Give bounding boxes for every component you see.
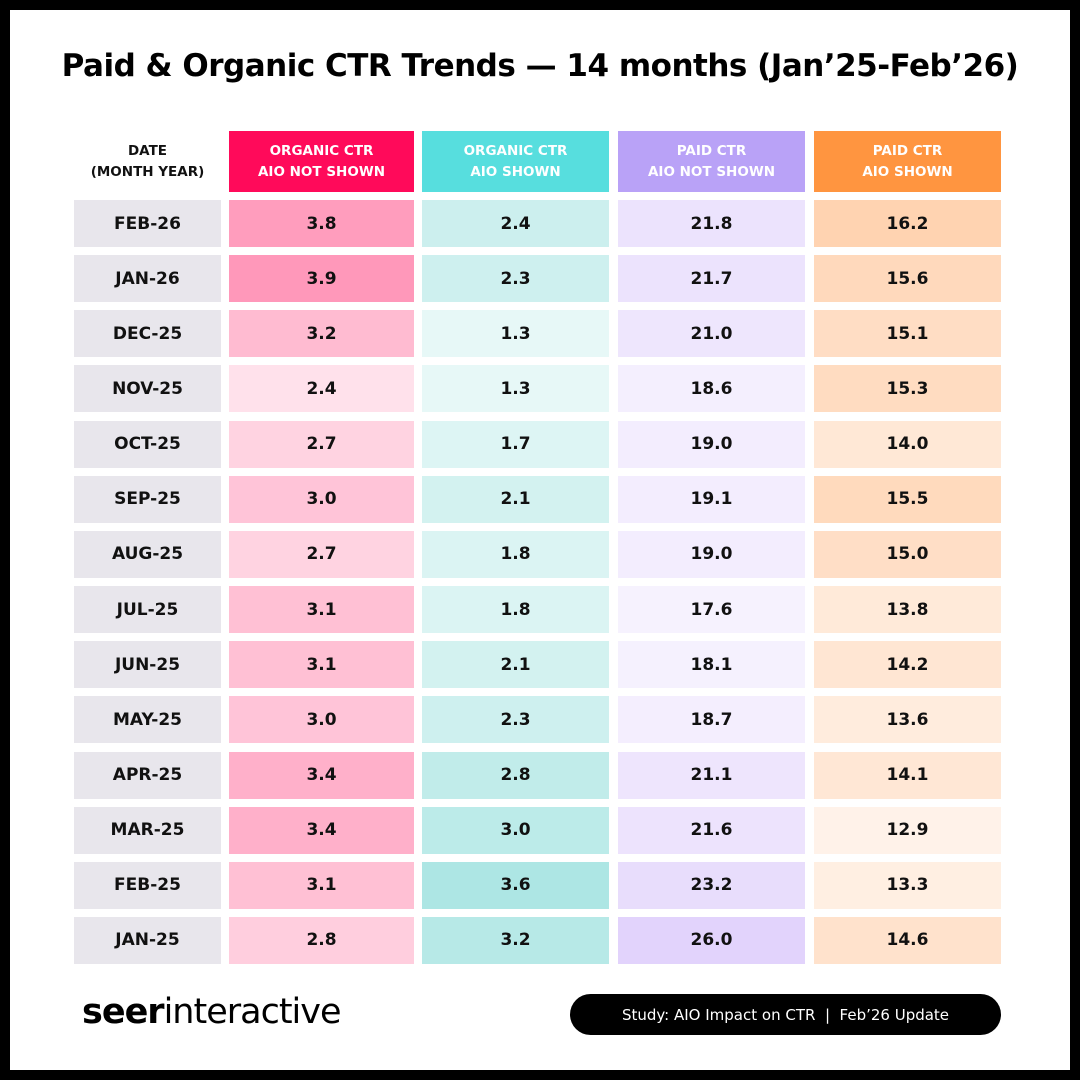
value-cell: 2.3 xyxy=(422,696,609,744)
value-cell: 23.2 xyxy=(618,861,805,909)
date-cell: OCT-25 xyxy=(74,420,221,468)
value-cell: 1.3 xyxy=(422,365,609,413)
value-cell: 18.6 xyxy=(618,365,805,413)
value-cell: 16.2 xyxy=(814,200,1001,247)
value-cell: 3.6 xyxy=(422,861,609,909)
header-cell: ORGANIC CTR AIO SHOWN xyxy=(422,131,609,192)
value-cell: 3.4 xyxy=(229,751,414,799)
date-cell: DEC-25 xyxy=(74,310,221,358)
value-cell: 2.4 xyxy=(229,365,414,413)
value-cell: 14.6 xyxy=(814,916,1001,964)
value-cell: 2.1 xyxy=(422,475,609,523)
header-line: AIO NOT SHOWN xyxy=(257,163,386,180)
value-cell: 15.3 xyxy=(814,365,1001,413)
value-cell: 14.2 xyxy=(814,641,1001,689)
header-cell: ORGANIC CTR AIO NOT SHOWN xyxy=(229,131,414,192)
value-cell: 12.9 xyxy=(814,806,1001,854)
date-cell: JUL-25 xyxy=(74,586,221,634)
value-cell: 3.1 xyxy=(229,861,414,909)
date-cell: SEP-25 xyxy=(74,475,221,523)
value-cell: 15.6 xyxy=(814,255,1001,303)
value-cell: 2.3 xyxy=(422,255,609,303)
value-cell: 3.9 xyxy=(229,255,414,303)
title: Paid & Organic CTR Trends — 14 months (J… xyxy=(61,48,1019,84)
value-cell: 15.0 xyxy=(814,530,1001,578)
value-cell: 2.8 xyxy=(229,916,414,964)
value-cell: 13.6 xyxy=(814,696,1001,744)
header-line: DATE xyxy=(127,142,168,159)
value-cell: 21.0 xyxy=(618,310,805,358)
header-line: ORGANIC CTR xyxy=(463,142,568,159)
date-cell: NOV-25 xyxy=(74,365,221,413)
value-cell: 18.1 xyxy=(618,641,805,689)
date-cell: JAN-25 xyxy=(74,916,221,964)
header-cell: PAID CTR AIO SHOWN xyxy=(814,131,1001,192)
value-cell: 14.1 xyxy=(814,751,1001,799)
header-line: AIO SHOWN xyxy=(862,163,953,180)
value-cell: 2.8 xyxy=(422,751,609,799)
date-cell: MAR-25 xyxy=(74,806,221,854)
value-cell: 3.0 xyxy=(229,475,414,523)
badge: Study: AIO Impact on CTR | Feb’26 Update xyxy=(570,994,1001,1035)
value-cell: 1.3 xyxy=(422,310,609,358)
value-cell: 3.0 xyxy=(422,806,609,854)
header-line: PAID CTR xyxy=(676,142,747,159)
value-cell: 1.8 xyxy=(422,530,609,578)
value-cell: 3.0 xyxy=(229,696,414,744)
value-cell: 3.8 xyxy=(229,200,414,247)
value-cell: 15.1 xyxy=(814,310,1001,358)
date-cell: JUN-25 xyxy=(74,641,221,689)
value-cell: 19.1 xyxy=(618,475,805,523)
date-cell: APR-25 xyxy=(74,751,221,799)
value-cell: 21.8 xyxy=(618,200,805,247)
date-cell: JAN-26 xyxy=(74,255,221,303)
date-cell: MAY-25 xyxy=(74,696,221,744)
header-line: ORGANIC CTR xyxy=(269,142,374,159)
value-cell: 3.2 xyxy=(422,916,609,964)
header-line: AIO NOT SHOWN xyxy=(647,163,776,180)
value-cell: 1.7 xyxy=(422,420,609,468)
header-line: (MONTH YEAR) xyxy=(90,163,205,180)
header-line: AIO SHOWN xyxy=(470,163,561,180)
header-cell: PAID CTR AIO NOT SHOWN xyxy=(618,131,805,192)
logo-bold: seer xyxy=(82,992,165,1032)
value-cell: 3.2 xyxy=(229,310,414,358)
value-cell: 17.6 xyxy=(618,586,805,634)
header-line: PAID CTR xyxy=(872,142,943,159)
logo-light: interactive xyxy=(163,992,342,1032)
logo: seerinteractive xyxy=(82,992,342,1032)
value-cell: 3.1 xyxy=(229,586,414,634)
value-cell: 18.7 xyxy=(618,696,805,744)
value-cell: 3.1 xyxy=(229,641,414,689)
value-cell: 21.1 xyxy=(618,751,805,799)
value-cell: 2.4 xyxy=(422,200,609,247)
value-cell: 19.0 xyxy=(618,530,805,578)
value-cell: 14.0 xyxy=(814,420,1001,468)
value-cell: 1.8 xyxy=(422,586,609,634)
value-cell: 21.7 xyxy=(618,255,805,303)
value-cell: 13.8 xyxy=(814,586,1001,634)
value-cell: 21.6 xyxy=(618,806,805,854)
value-cell: 13.3 xyxy=(814,861,1001,909)
value-cell: 3.4 xyxy=(229,806,414,854)
value-cell: 19.0 xyxy=(618,420,805,468)
value-cell: 2.1 xyxy=(422,641,609,689)
value-cell: 26.0 xyxy=(618,916,805,964)
date-cell: FEB-25 xyxy=(74,861,221,909)
value-cell: 15.5 xyxy=(814,475,1001,523)
date-cell: AUG-25 xyxy=(74,530,221,578)
value-cell: 2.7 xyxy=(229,420,414,468)
header-cell: DATE (MONTH YEAR) xyxy=(74,131,221,192)
value-cell: 2.7 xyxy=(229,530,414,578)
date-cell: FEB-26 xyxy=(74,200,221,247)
